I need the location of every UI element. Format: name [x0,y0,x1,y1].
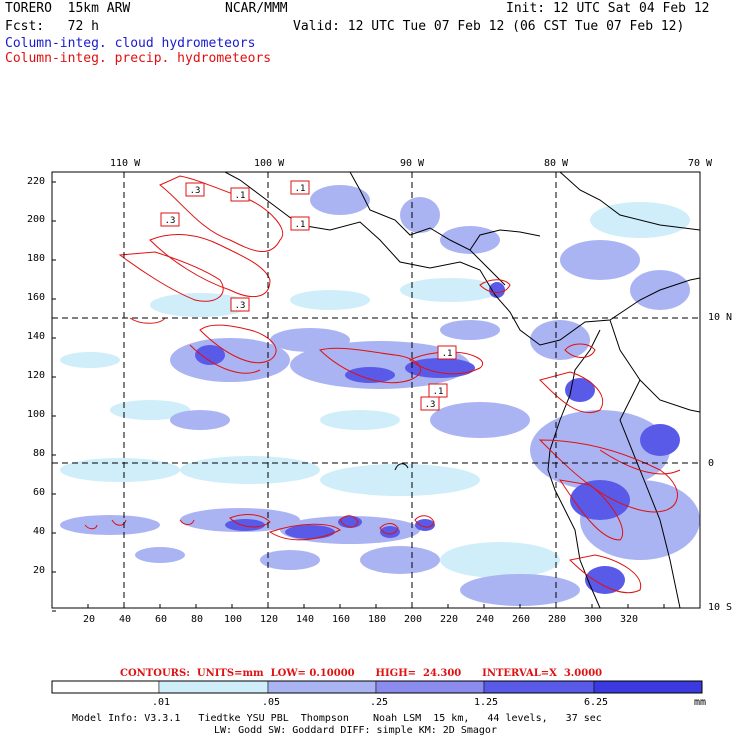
x-tick-label: 240 [476,614,495,625]
contour-label: .1 [433,387,444,397]
contour-label-box [420,396,440,411]
contour-label-box [437,345,457,360]
lon-label-80w: 80 W [544,158,569,169]
init-time: Init: 12 UTC Sat 04 Feb 12 [506,1,710,16]
cloud-field [60,185,700,606]
contour-info: CONTOURS: UNITS=mm LOW= 0.10000 HIGH= 24… [120,668,603,679]
x-tick-label: 280 [548,614,567,625]
colorbar-label: .01 [152,697,171,708]
x-tick-label: 120 [260,614,279,625]
contour-label-box [230,187,250,202]
lat-label-0: 0 [708,458,715,469]
org-label: NCAR/MMM [225,1,288,16]
lon-label-100w: 100 W [254,158,285,169]
x-tick-label: 100 [224,614,243,625]
y-tick-label: 20 [33,565,46,576]
x-tick-label: 80 [191,614,204,625]
contour-label-box [230,297,250,312]
x-tick-label: 320 [620,614,639,625]
contour-label-box [185,182,205,197]
cloud-legend: Column-integ. cloud hydrometeors [5,36,256,51]
contour-label: .1 [295,220,306,230]
x-tick-label: 20 [83,614,96,625]
x-tick-label: 40 [119,614,132,625]
x-tick-label: 140 [296,614,315,625]
contour-label: .3 [425,400,436,410]
forecast-hour: Fcst: 72 h [5,19,99,34]
y-tick-label: 160 [27,292,46,303]
y-tick-label: 40 [33,526,46,537]
y-tick-label: 220 [27,176,46,187]
y-tick-label: 140 [27,331,46,342]
colorbar-label: 6.25 [584,697,609,708]
lat-label-10n: 10 N [708,312,733,323]
lon-label-90w: 90 W [400,158,425,169]
graticule [52,172,700,608]
lat-label-10s: 10 S [708,602,733,613]
contour-label: .1 [442,349,453,359]
contour-label-box [160,212,180,227]
x-tick-label: 220 [440,614,459,625]
y-tick-label: 100 [27,409,46,420]
y-tick-label: 60 [33,487,46,498]
contour-label: .1 [295,184,306,194]
x-tick-label: 300 [584,614,603,625]
x-tick-label: 160 [332,614,351,625]
lon-label-110w: 110 W [110,158,141,169]
valid-time: Valid: 12 UTC Tue 07 Feb 12 (06 CST Tue … [293,19,685,34]
x-tick-label: 180 [368,614,387,625]
y-tick-label: 120 [27,370,46,381]
colorbar-label: .05 [262,697,281,708]
model-info: Model Info: V3.3.1 Tiedtke YSU PBL Thomp… [72,713,602,724]
colorbar-label: 1.25 [474,697,499,708]
y-tick-label: 200 [27,214,46,225]
x-tick-label: 200 [404,614,423,625]
contour-label-box [290,180,310,195]
contour-label: .3 [190,186,201,196]
physics-info: LW: Godd SW: Goddard DIFF: simple KM: 2D… [214,725,497,736]
contour-label: .3 [235,301,246,311]
contour-label: .1 [235,191,246,201]
precip-legend: Column-integ. precip. hydrometeors [5,51,272,66]
x-tick-label: 60 [155,614,168,625]
contour-labels: .3 .1 .1 .3 .1 .1 .3 .1 .3 [160,180,457,411]
model-title: TORERO 15km ARW [5,1,131,16]
x-tick-label: 260 [512,614,531,625]
contour-label-box [290,216,310,231]
lon-label-70w: 70 W [688,158,713,169]
colorbar-unit: mm [694,697,707,708]
y-tick-label: 180 [27,253,46,264]
axis-ticks [51,181,665,612]
precip-contours [84,175,681,594]
contour-label: .3 [165,216,176,226]
colorbar-label: .25 [370,697,389,708]
y-tick-label: 80 [33,448,46,459]
